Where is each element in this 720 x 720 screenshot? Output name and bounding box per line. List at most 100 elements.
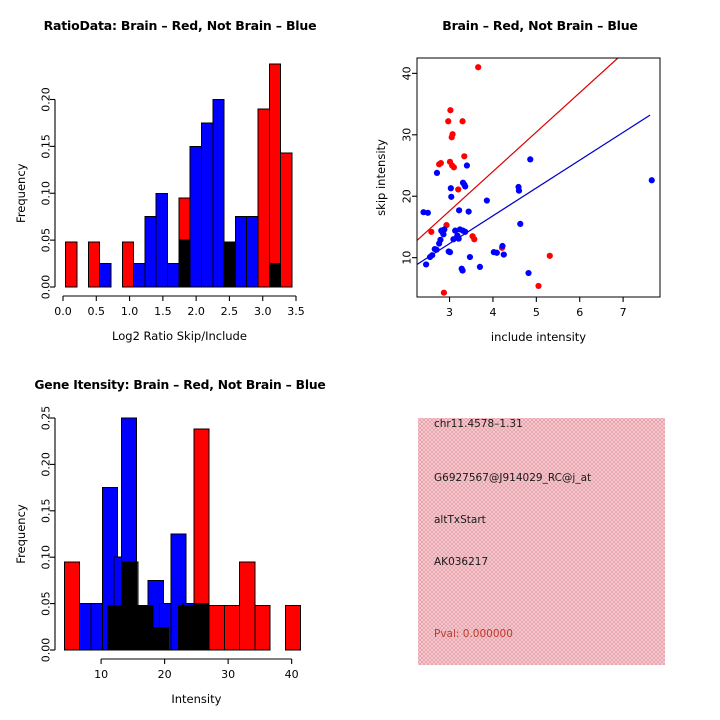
scatter-point [471,236,478,243]
y-tick-label: 0.20 [40,87,53,112]
x-tick-label: 2.5 [221,305,239,318]
y-tick-label: 20 [401,189,414,203]
x-tick-label: 1.5 [154,305,172,318]
histogram-bar [178,239,191,288]
x-tick-label: 10 [94,668,108,681]
scatter-point [433,246,440,253]
plot-frame [416,57,661,298]
scatter-inner [417,58,655,296]
info-probe-id: G6927567@J914029_RC@j_at [434,472,592,484]
scatter-point [546,252,553,259]
scatter-plot-area: 10 20 30 40 skip intensity 3 4 5 6 7 include inten… [374,57,661,344]
histogram-bar [87,241,101,288]
info-accession: AK036217 [434,556,489,568]
scatter-point [436,240,443,247]
histogram-bar [193,603,210,651]
y-tick-label: 0.10 [40,181,53,206]
histogram-bar [120,417,138,651]
x-axis-title: include intensity [491,330,586,344]
scatter-point [461,153,468,160]
info-locus: chr11.4578–1.31 [434,418,523,430]
x-tick-label: 3.5 [287,305,305,318]
scatter-point [440,289,447,296]
scatter-point [500,251,507,258]
histogram-bar [167,263,180,288]
ratio-histogram-panel: RatioData: Brain – Red, Not Brain – Blue… [0,0,360,360]
x-tick-label: 6 [576,306,583,319]
histogram-bar [257,108,270,288]
y-tick-label: 0.20 [40,452,53,477]
scatter-point [475,64,482,71]
histogram-bar [208,604,225,651]
trend-line [417,58,619,241]
histogram-bar [200,122,214,288]
y-tick-label: 0.10 [40,545,53,570]
info-pval: Pval: 0.000000 [434,628,513,640]
histogram-plot-area: 0.00 0.05 0.10 0.15 0.20 Frequency 0.0 0.5 1.0 1.… [14,63,305,343]
histogram-bar [223,604,241,651]
ratio-histogram-chart: 0.00 0.05 0.10 0.15 0.20 Frequency 0.0 0.5 1.0 1.… [14,63,305,343]
x-tick-label: 1.0 [121,305,139,318]
info-box: G6927567@J914029_RC@j_at altTxStart AK03… [418,418,665,665]
scatter-point [447,107,454,114]
histogram-bar [65,241,78,288]
not-brain-point-group [420,156,655,277]
histogram-bar [268,63,282,288]
x-tick-label: 30 [221,668,235,681]
scatter-point [433,169,441,176]
y-tick-label: 10 [401,251,414,265]
scatter-point [450,236,457,243]
histogram-bar [63,561,81,651]
scatter-point [448,193,455,200]
scatter-point [452,227,459,234]
x-tick-label: 20 [158,668,172,681]
scatter-point [446,249,454,256]
scatter-point [535,282,542,290]
gene-intensity-panel: Gene Itensity: Brain – Red, Not Brain – … [0,360,360,720]
scatter-point [459,118,466,125]
y-tick-label: 40 [401,66,414,80]
x-axis-title: Intensity [171,692,221,706]
scatter-point [455,235,462,242]
scatter-plot-title: Brain – Red, Not Brain – Blue [442,18,638,33]
y-tick-label: 0.15 [40,134,53,159]
y-tick-label: 0.25 [40,406,53,431]
histogram-bar [223,241,236,288]
scatter-point [648,177,655,184]
scatter-point [436,161,443,168]
scatter-point [450,164,457,171]
ratio-plot-title: RatioData: Brain – Red, Not Brain – Blue [43,18,317,33]
y-tick-label: 0.05 [40,228,53,253]
scatter-point [448,134,455,141]
x-tick-label: 3 [446,306,453,319]
intensity-scatter-panel: Brain – Red, Not Brain – Blue 10 20 30 40 sk… [360,0,720,360]
x-tick-label: 0.5 [88,305,106,318]
y-tick-label: 30 [401,128,414,142]
scatter-point [463,162,470,169]
scatter-point [466,253,474,261]
x-tick-label: 40 [285,668,299,681]
scatter-point [483,197,490,204]
histogram-bar [121,241,135,288]
x-axis-title: Log2 Ratio Skip/Include [112,329,247,343]
scatter-point [445,118,452,125]
histogram-bar [133,263,146,288]
x-tick-label: 4 [489,306,496,319]
y-tick-label: 0.00 [40,275,53,300]
histogram-plot-area: 0.00 0.05 0.10 0.15 0.20 0.25 Frequency 10 20 30 4… [14,406,302,706]
histogram-bar [239,561,256,651]
histogram-bar [254,604,271,651]
gene-intensity-chart: 0.00 0.05 0.10 0.15 0.20 0.25 Frequency 10 20 30 4… [14,406,302,706]
scatter-point [525,269,532,277]
histogram-bar [280,152,293,288]
histogram-bar [155,192,169,288]
scatter-point [440,231,447,238]
scatter-point [455,207,463,214]
y-tick-label: 0.05 [40,591,53,616]
histogram-bar [284,604,302,651]
scatter-point [447,185,454,192]
x-tick-label: 7 [620,306,627,319]
histogram-bar [246,216,259,288]
histogram-bar [189,145,202,288]
y-axis-title: skip intensity [374,139,388,216]
